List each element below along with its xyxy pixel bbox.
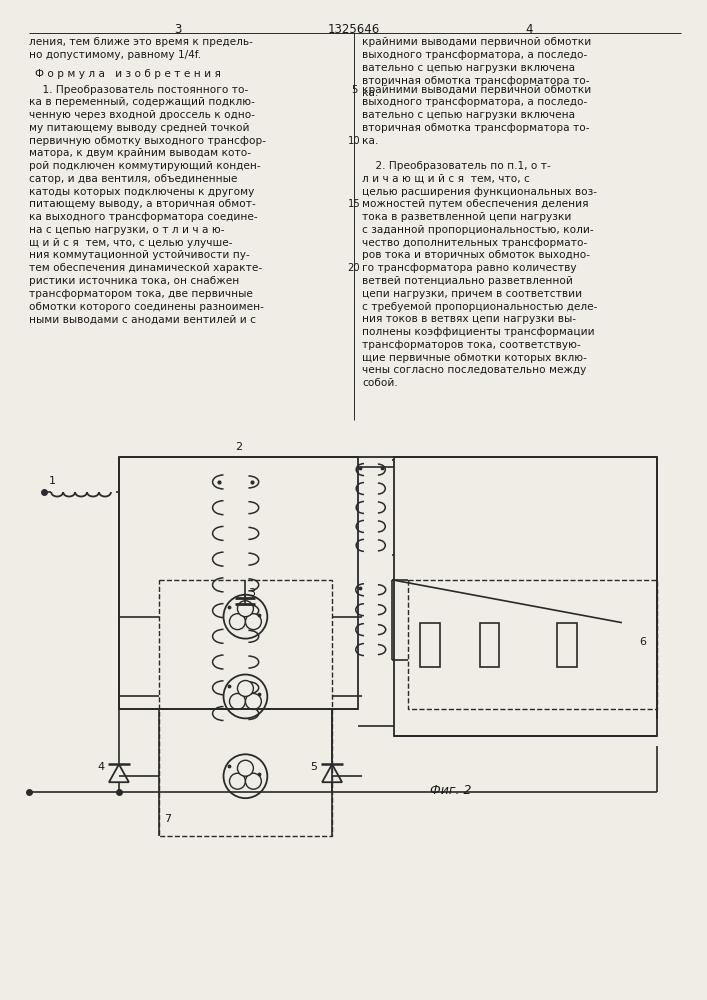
Text: чество дополнительных трансформато-: чество дополнительных трансформато-	[362, 238, 588, 248]
Circle shape	[230, 614, 245, 630]
Text: цепи нагрузки, причем в соответствии: цепи нагрузки, причем в соответствии	[362, 289, 582, 299]
Bar	[557, 623, 577, 667]
Text: ния токов в ветвях цепи нагрузки вы-: ния токов в ветвях цепи нагрузки вы-	[362, 314, 576, 324]
Text: 2. Преобразователь по п.1, о т-: 2. Преобразователь по п.1, о т-	[362, 161, 551, 171]
Text: 3: 3	[174, 23, 182, 36]
Text: рой подключен коммутирующий конден-: рой подключен коммутирующий конден-	[29, 161, 261, 171]
Text: на с цепью нагрузки, о т л и ч а ю-: на с цепью нагрузки, о т л и ч а ю-	[29, 225, 225, 235]
Text: ка выходного трансформатора соедине-: ка выходного трансформатора соедине-	[29, 212, 258, 222]
Text: л и ч а ю щ и й с я  тем, что, с: л и ч а ю щ и й с я тем, что, с	[362, 174, 530, 184]
Circle shape	[245, 614, 262, 630]
Text: катоды которых подключены к другому: катоды которых подключены к другому	[29, 187, 255, 197]
Text: го трансформатора равно количеству: го трансформатора равно количеству	[362, 263, 577, 273]
Text: 5: 5	[351, 85, 357, 95]
Text: ветвей потенциально разветвленной: ветвей потенциально разветвленной	[362, 276, 573, 286]
Text: тока в разветвленной цепи нагрузки: тока в разветвленной цепи нагрузки	[362, 212, 571, 222]
Text: можностей путем обеспечения деления: можностей путем обеспечения деления	[362, 199, 588, 209]
Circle shape	[238, 680, 253, 696]
Circle shape	[230, 773, 245, 789]
Text: трансформатором тока, две первичные: трансформатором тока, две первичные	[29, 289, 253, 299]
Text: целью расширения функциональных воз-: целью расширения функциональных воз-	[362, 187, 597, 197]
Circle shape	[238, 601, 253, 617]
Circle shape	[245, 693, 262, 709]
Text: 1. Преобразователь постоянного то-: 1. Преобразователь постоянного то-	[29, 85, 249, 95]
Text: вательно с цепью нагрузки включена: вательно с цепью нагрузки включена	[362, 63, 575, 73]
Circle shape	[245, 773, 262, 789]
Text: 20: 20	[348, 263, 361, 273]
Text: тем обеспечения динамической характе-: тем обеспечения динамической характе-	[29, 263, 262, 273]
Text: щие первичные обмотки которых вклю-: щие первичные обмотки которых вклю-	[362, 353, 587, 363]
Text: 2: 2	[235, 442, 243, 452]
Text: ления, тем ближе это время к предель-: ления, тем ближе это время к предель-	[29, 37, 253, 47]
Text: вторичная обмотка трансформатора то-: вторичная обмотка трансформатора то-	[362, 76, 590, 86]
Text: Ф о р м у л а   и з о б р е т е н и я: Ф о р м у л а и з о б р е т е н и я	[35, 69, 221, 79]
Bar	[420, 623, 440, 667]
Text: му питающему выводу средней точкой: му питающему выводу средней точкой	[29, 123, 250, 133]
Text: чены согласно последовательно между: чены согласно последовательно между	[362, 365, 586, 375]
Text: ристики источника тока, он снабжен: ристики источника тока, он снабжен	[29, 276, 240, 286]
Circle shape	[230, 693, 245, 709]
Text: первичную обмотку выходного трансфор-: первичную обмотку выходного трансфор-	[29, 136, 267, 146]
Text: выходного трансформатора, а последо-: выходного трансформатора, а последо-	[362, 97, 588, 107]
Text: обмотки которого соединены разноимен-: обмотки которого соединены разноимен-	[29, 302, 264, 312]
Text: крайними выводами первичной обмотки: крайними выводами первичной обмотки	[362, 85, 591, 95]
Text: питающему выводу, а вторичная обмот-: питающему выводу, а вторичная обмот-	[29, 199, 256, 209]
Text: 6: 6	[639, 637, 646, 647]
Text: щ и й с я  тем, что, с целью улучше-: щ и й с я тем, что, с целью улучше-	[29, 238, 233, 248]
Text: Фиг. 2: Фиг. 2	[430, 784, 471, 797]
Text: 15: 15	[348, 199, 361, 209]
Text: полнены коэффициенты трансформации: полнены коэффициенты трансформации	[362, 327, 595, 337]
Text: сатор, и два вентиля, объединенные: сатор, и два вентиля, объединенные	[29, 174, 238, 184]
Text: 3: 3	[248, 588, 255, 598]
Text: ния коммутационной устойчивости пу-: ния коммутационной устойчивости пу-	[29, 250, 250, 260]
Bar	[408, 580, 657, 709]
Text: 5: 5	[310, 762, 317, 772]
Text: 10: 10	[348, 136, 361, 146]
Text: выходного трансформатора, а последо-: выходного трансформатора, а последо-	[362, 50, 588, 60]
Text: ка.: ка.	[362, 136, 378, 146]
Text: ка.: ка.	[362, 88, 378, 98]
Text: 1325646: 1325646	[328, 23, 380, 36]
Text: но допустимому, равному 1/4f.: но допустимому, равному 1/4f.	[29, 50, 201, 60]
Bar	[159, 580, 332, 836]
Text: ченную через входной дроссель к одно-: ченную через входной дроссель к одно-	[29, 110, 255, 120]
Text: 4: 4	[97, 762, 104, 772]
Text: с требуемой пропорциональностью деле-: с требуемой пропорциональностью деле-	[362, 302, 597, 312]
Text: 4: 4	[525, 23, 533, 36]
Text: трансформаторов тока, соответствую-: трансформаторов тока, соответствую-	[362, 340, 580, 350]
Bar	[119, 457, 358, 709]
Text: вательно с цепью нагрузки включена: вательно с цепью нагрузки включена	[362, 110, 575, 120]
Text: ными выводами с анодами вентилей и с: ными выводами с анодами вентилей и с	[29, 314, 256, 324]
Text: матора, к двум крайним выводам кото-: матора, к двум крайним выводам кото-	[29, 148, 251, 158]
Text: крайними выводами первичной обмотки: крайними выводами первичной обмотки	[362, 37, 591, 47]
Text: 7: 7	[164, 814, 171, 824]
Text: 1: 1	[49, 476, 56, 486]
Text: собой.: собой.	[362, 378, 398, 388]
Text: вторичная обмотка трансформатора то-: вторичная обмотка трансформатора то-	[362, 123, 590, 133]
Circle shape	[238, 760, 253, 776]
Bar	[394, 457, 657, 736]
Text: ка в переменный, содержащий подклю-: ка в переменный, содержащий подклю-	[29, 97, 255, 107]
Bar	[479, 623, 499, 667]
Text: с заданной пропорциональностью, коли-: с заданной пропорциональностью, коли-	[362, 225, 594, 235]
Text: ров тока и вторичных обмоток выходно-: ров тока и вторичных обмоток выходно-	[362, 250, 590, 260]
